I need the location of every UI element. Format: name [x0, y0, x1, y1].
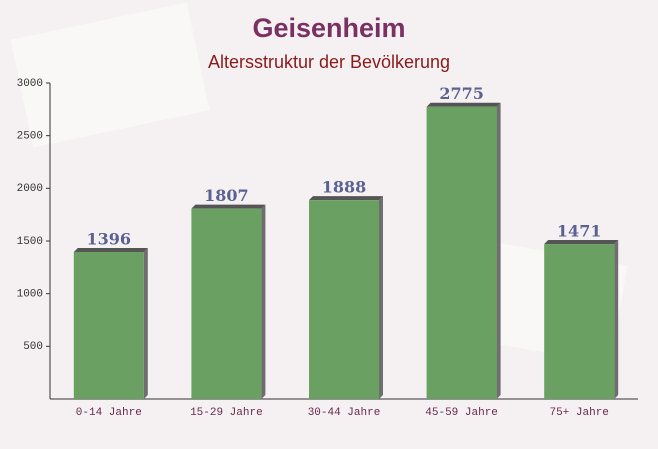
x-tick-label: 45-59 Jahre — [425, 407, 498, 419]
bar-shadow — [544, 240, 619, 245]
bar-shadow — [73, 247, 148, 252]
background-envelope — [10, 2, 210, 148]
bar-shadow — [379, 196, 383, 399]
bar-shadow — [496, 102, 501, 399]
y-tick-label: 2500 — [17, 131, 43, 143]
x-tick-label: 0-14 Jahre — [76, 407, 142, 419]
bar-shadow — [261, 204, 266, 399]
x-tick-label: 75+ Jahre — [549, 407, 608, 419]
bar-shadow — [191, 204, 266, 209]
chart-title: Geisenheim — [252, 13, 405, 43]
y-tick-label: 500 — [23, 341, 43, 353]
y-tick-label: 2000 — [17, 183, 43, 195]
y-tick-label: 1000 — [17, 289, 43, 301]
x-tick-label: 30-44 Jahre — [308, 407, 381, 419]
bar — [426, 106, 497, 399]
bar-shadow — [426, 102, 501, 107]
y-tick-label: 3000 — [17, 78, 43, 90]
value-label: 1888 — [322, 178, 367, 197]
value-label: 1396 — [87, 229, 132, 248]
bar — [73, 251, 144, 399]
bar — [191, 208, 262, 399]
value-label: 1807 — [204, 186, 249, 205]
bar-shadow — [614, 240, 619, 399]
bar-shadow — [143, 247, 148, 399]
bar — [309, 200, 379, 399]
bar-shadow — [309, 196, 383, 201]
bar — [544, 244, 615, 399]
value-label: 1471 — [557, 222, 602, 241]
value-label: 2775 — [439, 84, 484, 103]
x-tick-label: 15-29 Jahre — [190, 407, 263, 419]
chart-subtitle: Altersstruktur der Bevölkerung — [208, 52, 450, 72]
y-tick-label: 1500 — [17, 236, 43, 248]
